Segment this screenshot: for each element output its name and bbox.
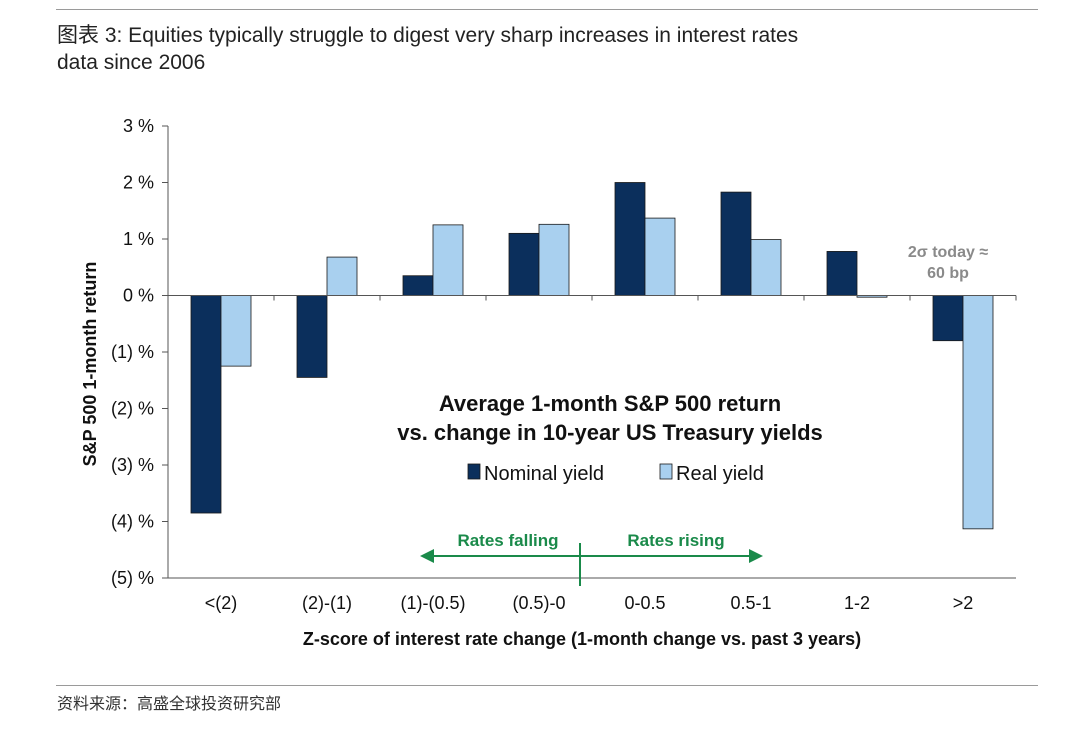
x-tick-label: <(2) bbox=[205, 593, 238, 613]
y-tick-label: (4) % bbox=[111, 512, 154, 532]
y-tick-label: (5) % bbox=[111, 568, 154, 588]
bar-nominal-2 bbox=[402, 275, 434, 296]
figure-subtitle: data since 2006 bbox=[57, 51, 206, 74]
bar-real-7 bbox=[962, 295, 994, 530]
rates-rising-label: Rates rising bbox=[627, 531, 724, 550]
chart-title-line-2: vs. change in 10-year US Treasury yields bbox=[397, 420, 823, 445]
x-tick-label: >2 bbox=[953, 593, 974, 613]
y-axis: 3 % 2 % 1 % 0 % (1) % (2) % (3) % (4) % (5) % S&P… bbox=[80, 116, 169, 588]
figure-title: 图表 3: Equities typically struggle to dig… bbox=[57, 24, 799, 47]
y-tick-label: 1 % bbox=[123, 229, 154, 249]
annotations-group: Average 1-month S&P 500 return vs. change… bbox=[397, 244, 988, 586]
x-axis: <(2) (2)-(1) (1)-(0.5) (0.5)-0 0-0.5 0.5-1 1-2… bbox=[167, 295, 1017, 649]
rates-falling-label: Rates falling bbox=[457, 531, 558, 550]
bar-nominal-0 bbox=[190, 295, 222, 514]
y-tick-label: 0 % bbox=[123, 286, 154, 306]
y-tick-label: 2 % bbox=[123, 173, 154, 193]
x-tick-label: 0.5-1 bbox=[730, 593, 771, 613]
bar-real-1 bbox=[326, 256, 358, 296]
x-tick-label: 1-2 bbox=[844, 593, 870, 613]
bar-nominal-3 bbox=[508, 232, 540, 296]
y-axis-title: S&P 500 1-month return bbox=[80, 262, 100, 467]
bars-group bbox=[190, 182, 994, 530]
chart-title-line-1: Average 1-month S&P 500 return bbox=[439, 391, 781, 416]
source-note: 资料来源：高盛全球投资研究部 bbox=[57, 696, 282, 713]
x-axis-title: Z-score of interest rate change (1-month… bbox=[303, 629, 861, 649]
bar-nominal-1 bbox=[296, 295, 328, 378]
bar-nominal-4 bbox=[614, 182, 646, 296]
legend-label-real: Real yield bbox=[676, 463, 764, 485]
x-tick-label: (0.5)-0 bbox=[512, 593, 565, 613]
legend-label-nominal: Nominal yield bbox=[484, 463, 604, 485]
bar-real-5 bbox=[750, 239, 782, 296]
x-tick-label: (1)-(0.5) bbox=[400, 593, 465, 613]
legend-swatch-real bbox=[659, 463, 673, 480]
x-tick-label: 0-0.5 bbox=[624, 593, 665, 613]
bar-nominal-6 bbox=[826, 251, 858, 296]
bar-real-3 bbox=[538, 223, 570, 296]
arrow-left-head bbox=[420, 549, 434, 563]
top-rule bbox=[56, 9, 1038, 10]
y-tick-label: (2) % bbox=[111, 399, 154, 419]
bar-nominal-5 bbox=[720, 191, 752, 296]
bar-real-2 bbox=[432, 224, 464, 296]
y-tick-label: (3) % bbox=[111, 455, 154, 475]
bar-real-0 bbox=[220, 295, 252, 367]
today-annotation-line-2: 60 bp bbox=[927, 265, 969, 282]
arrow-right-head bbox=[749, 549, 763, 563]
legend-swatch-nominal bbox=[467, 463, 481, 480]
today-annotation-line-1: 2σ today ≈ bbox=[908, 244, 988, 261]
bottom-rule bbox=[56, 685, 1038, 686]
bar-nominal-7 bbox=[932, 295, 964, 342]
bar-real-4 bbox=[644, 217, 676, 296]
y-tick-label: 3 % bbox=[123, 116, 154, 136]
x-tick-label: (2)-(1) bbox=[302, 593, 352, 613]
y-tick-label: (1) % bbox=[111, 342, 154, 362]
